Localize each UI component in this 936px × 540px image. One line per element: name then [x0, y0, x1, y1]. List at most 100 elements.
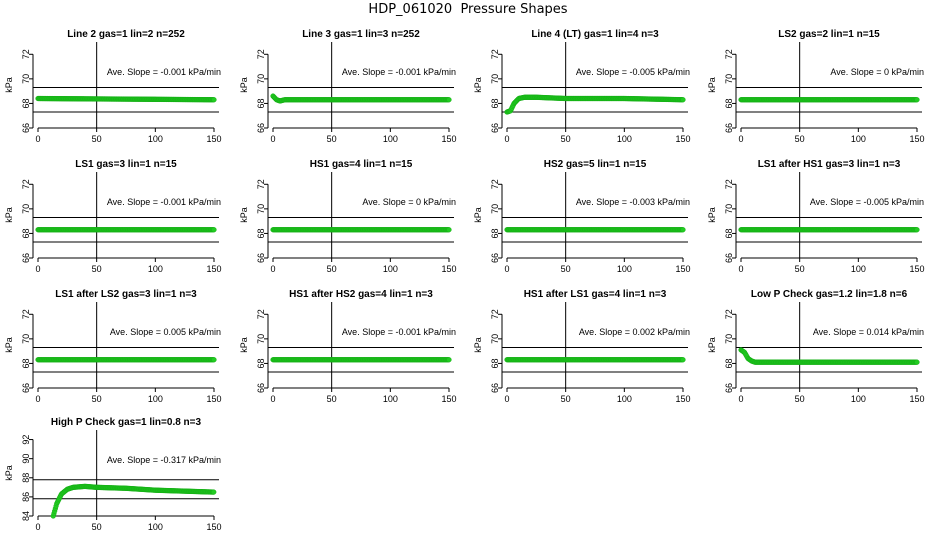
- y-axis-label: kPa: [473, 207, 483, 223]
- chart-panel: LS1 after LS2 gas=3 lin=1 n=3 66 68 70 72 kPa…: [4, 289, 222, 404]
- x-tick-label: 0: [270, 264, 275, 274]
- data-point: [914, 359, 920, 365]
- y-tick-label: 66: [21, 253, 31, 263]
- chart-panel: HS1 after LS1 gas=4 lin=1 n=3 66 68 70 72 kPa…: [473, 289, 691, 404]
- y-tick-label: 68: [490, 358, 500, 368]
- chart-panel: LS2 gas=2 lin=1 n=15 66 68 70 72 kPa 0 50 100 150…: [707, 29, 925, 144]
- slope-annotation: Ave. Slope = 0 kPa/min: [830, 67, 924, 77]
- y-tick-label: 70: [256, 74, 266, 84]
- y-tick-label: 68: [724, 228, 734, 238]
- data-point: [211, 357, 217, 363]
- y-tick-label: 66: [256, 123, 266, 133]
- chart-panel: Low P Check gas=1.2 lin=1.8 n=6 66 68 70 72 k…: [707, 289, 925, 404]
- chart-title: Line 2 gas=1 lin=2 n=252: [67, 29, 185, 40]
- y-tick-label: 66: [724, 123, 734, 133]
- y-tick-label: 68: [256, 358, 266, 368]
- y-tick-label: 68: [724, 358, 734, 368]
- y-axis-label: kPa: [707, 77, 717, 93]
- chart-title: HS1 after HS2 gas=4 lin=1 n=3: [289, 289, 433, 300]
- x-tick-label: 150: [675, 394, 690, 404]
- data-point: [446, 227, 452, 233]
- x-tick-label: 150: [909, 394, 924, 404]
- y-tick-label: 72: [21, 49, 31, 59]
- y-tick-label: 72: [490, 49, 500, 59]
- x-tick-label: 0: [270, 394, 275, 404]
- x-tick-label: 0: [504, 264, 509, 274]
- x-tick-label: 50: [92, 394, 102, 404]
- x-tick-label: 150: [909, 264, 924, 274]
- slope-annotation: Ave. Slope = -0.005 kPa/min: [576, 67, 690, 77]
- chart-panel: Line 4 (LT) gas=1 lin=4 n=3 66 68 70 72 kPa 0 5…: [473, 29, 691, 144]
- y-tick-label: 66: [724, 253, 734, 263]
- x-tick-label: 50: [92, 522, 102, 532]
- x-tick-label: 50: [795, 134, 805, 144]
- chart-title: High P Check gas=1 lin=0.8 n=3: [51, 417, 202, 428]
- y-tick-label: 68: [21, 358, 31, 368]
- data-point: [680, 97, 686, 103]
- y-axis-label: kPa: [4, 207, 14, 223]
- slope-annotation: Ave. Slope = 0.005 kPa/min: [110, 327, 221, 337]
- y-axis-label: kPa: [4, 465, 14, 481]
- y-tick-label: 70: [490, 204, 500, 214]
- slope-annotation: Ave. Slope = -0.001 kPa/min: [342, 327, 456, 337]
- y-tick-label: 72: [490, 179, 500, 189]
- y-tick-label: 72: [256, 49, 266, 59]
- x-tick-label: 100: [383, 394, 398, 404]
- y-axis-label: kPa: [473, 77, 483, 93]
- y-tick-label: 72: [21, 179, 31, 189]
- data-point: [446, 97, 452, 103]
- chart-title: Line 4 (LT) gas=1 lin=4 n=3: [531, 29, 659, 40]
- chart-title: LS1 after HS1 gas=3 lin=1 n=3: [758, 159, 901, 170]
- x-tick-label: 100: [617, 134, 632, 144]
- slope-annotation: Ave. Slope = -0.003 kPa/min: [576, 197, 690, 207]
- y-axis-label: kPa: [4, 337, 14, 353]
- data-point: [914, 97, 920, 103]
- x-tick-label: 50: [327, 394, 337, 404]
- y-tick-label: 70: [21, 204, 31, 214]
- data-point: [680, 357, 686, 363]
- chart-title: Line 3 gas=1 lin=3 n=252: [302, 29, 420, 40]
- y-tick-label: 92: [21, 435, 31, 445]
- y-tick-label: 70: [724, 204, 734, 214]
- x-tick-label: 100: [148, 134, 163, 144]
- x-tick-label: 50: [327, 134, 337, 144]
- x-tick-label: 150: [675, 134, 690, 144]
- y-tick-label: 90: [21, 454, 31, 464]
- y-tick-label: 84: [21, 511, 31, 521]
- y-axis-label: kPa: [707, 207, 717, 223]
- y-tick-label: 68: [490, 228, 500, 238]
- y-tick-label: 68: [256, 98, 266, 108]
- data-point: [211, 227, 217, 233]
- y-axis-label: kPa: [707, 337, 717, 353]
- data-point: [446, 357, 452, 363]
- y-tick-label: 70: [21, 74, 31, 84]
- slope-annotation: Ave. Slope = 0 kPa/min: [362, 197, 456, 207]
- slope-annotation: Ave. Slope = -0.001 kPa/min: [107, 197, 221, 207]
- y-tick-label: 68: [724, 98, 734, 108]
- y-axis-label: kPa: [239, 77, 249, 93]
- x-tick-label: 150: [206, 394, 221, 404]
- x-tick-label: 50: [561, 394, 571, 404]
- y-axis-label: kPa: [473, 337, 483, 353]
- y-tick-label: 70: [724, 74, 734, 84]
- y-tick-label: 66: [724, 383, 734, 393]
- y-tick-label: 66: [490, 123, 500, 133]
- y-tick-label: 68: [21, 98, 31, 108]
- chart-title: Low P Check gas=1.2 lin=1.8 n=6: [751, 289, 908, 300]
- chart-title: HS1 after LS1 gas=4 lin=1 n=3: [524, 289, 667, 300]
- x-tick-label: 50: [561, 264, 571, 274]
- x-tick-label: 50: [795, 264, 805, 274]
- y-tick-label: 72: [724, 49, 734, 59]
- y-tick-label: 72: [724, 179, 734, 189]
- page-title: HDP_061020 Pressure Shapes: [368, 2, 568, 17]
- x-tick-label: 150: [675, 264, 690, 274]
- y-tick-label: 88: [21, 473, 31, 483]
- x-tick-label: 0: [270, 134, 275, 144]
- x-tick-label: 150: [441, 134, 456, 144]
- x-tick-label: 0: [738, 134, 743, 144]
- x-tick-label: 0: [738, 264, 743, 274]
- chart-panel: HS1 gas=4 lin=1 n=15 66 68 70 72 kPa 0 50 100 150…: [239, 159, 457, 274]
- x-tick-label: 100: [617, 394, 632, 404]
- x-tick-label: 100: [148, 394, 163, 404]
- data-point: [914, 227, 920, 233]
